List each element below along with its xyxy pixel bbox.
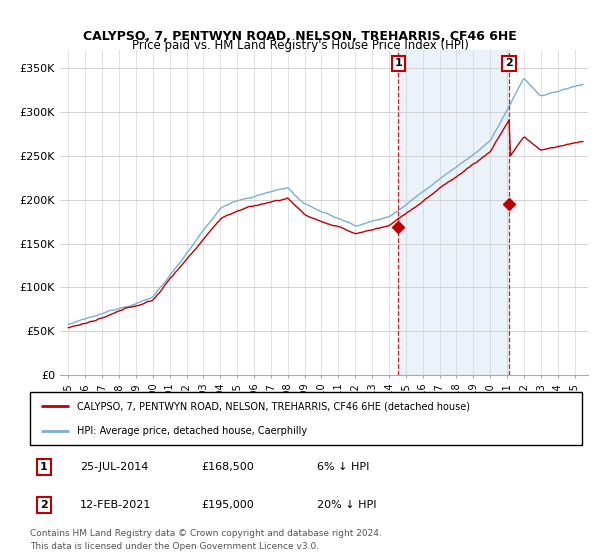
Text: CALYPSO, 7, PENTWYN ROAD, NELSON, TREHARRIS, CF46 6HE: CALYPSO, 7, PENTWYN ROAD, NELSON, TREHAR… bbox=[83, 30, 517, 43]
Text: 20% ↓ HPI: 20% ↓ HPI bbox=[317, 500, 377, 510]
Text: £195,000: £195,000 bbox=[201, 500, 254, 510]
Text: 1: 1 bbox=[40, 462, 47, 472]
Text: Price paid vs. HM Land Registry's House Price Index (HPI): Price paid vs. HM Land Registry's House … bbox=[131, 39, 469, 53]
Text: 2: 2 bbox=[40, 500, 47, 510]
Text: HPI: Average price, detached house, Caerphilly: HPI: Average price, detached house, Caer… bbox=[77, 426, 307, 436]
Text: 25-JUL-2014: 25-JUL-2014 bbox=[80, 462, 148, 472]
Text: 12-FEB-2021: 12-FEB-2021 bbox=[80, 500, 151, 510]
Text: 6% ↓ HPI: 6% ↓ HPI bbox=[317, 462, 370, 472]
Text: 1: 1 bbox=[395, 58, 402, 68]
FancyBboxPatch shape bbox=[30, 392, 582, 445]
Text: £168,500: £168,500 bbox=[201, 462, 254, 472]
Bar bbox=[398, 50, 509, 375]
Text: 2: 2 bbox=[505, 58, 513, 68]
Text: Contains HM Land Registry data © Crown copyright and database right 2024.
This d: Contains HM Land Registry data © Crown c… bbox=[30, 529, 382, 550]
Text: CALYPSO, 7, PENTWYN ROAD, NELSON, TREHARRIS, CF46 6HE (detached house): CALYPSO, 7, PENTWYN ROAD, NELSON, TREHAR… bbox=[77, 402, 470, 412]
